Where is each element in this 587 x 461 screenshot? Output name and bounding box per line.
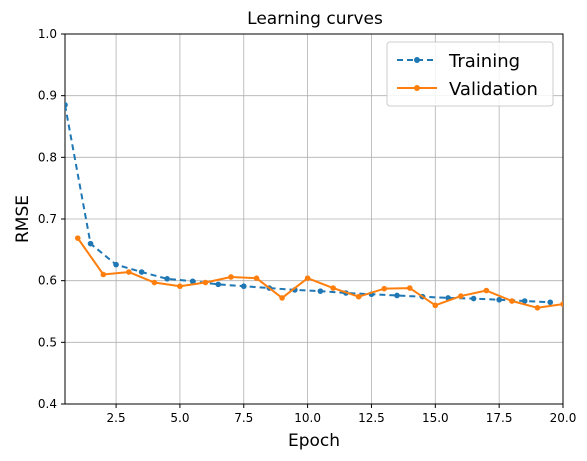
data-point-validation bbox=[534, 305, 541, 311]
data-point-validation bbox=[458, 293, 464, 299]
legend-item-training: Training bbox=[397, 51, 520, 72]
data-point-training bbox=[164, 276, 170, 282]
data-point-validation bbox=[74, 235, 81, 241]
x-tick-label: 20.0 bbox=[550, 411, 577, 425]
y-axis-label: RMSE bbox=[13, 195, 33, 243]
legend-box bbox=[386, 41, 554, 107]
data-point-training bbox=[317, 288, 324, 294]
data-point-training bbox=[521, 298, 528, 304]
y-tick-label: 0.6 bbox=[38, 274, 57, 288]
data-point-validation bbox=[126, 269, 132, 275]
data-point-training bbox=[496, 296, 502, 303]
y-tick-label: 0.9 bbox=[38, 89, 57, 103]
data-point-validation bbox=[406, 285, 413, 291]
data-point-validation bbox=[253, 275, 260, 282]
legend-marker-training bbox=[414, 57, 420, 63]
data-point-training bbox=[65, 102, 68, 108]
x-axis-ticks: 2.5 5.0 7.5 10.0 12.5 15.0 17.5 20.0 bbox=[107, 404, 577, 425]
data-point-validation bbox=[202, 279, 209, 286]
y-tick-label: 0.7 bbox=[38, 212, 57, 226]
data-point-validation bbox=[151, 279, 158, 286]
data-point-training bbox=[470, 295, 477, 302]
data-point-training bbox=[547, 299, 554, 306]
legend-label-validation: Validation bbox=[449, 79, 538, 100]
y-tick-label: 0.5 bbox=[38, 335, 57, 349]
data-point-training bbox=[138, 269, 145, 275]
data-point-validation bbox=[330, 285, 336, 291]
data-point-validation bbox=[177, 283, 183, 290]
data-point-validation bbox=[560, 301, 563, 307]
legend-label-training: Training bbox=[448, 51, 520, 72]
data-point-validation bbox=[228, 274, 234, 280]
x-tick-label: 17.5 bbox=[486, 411, 513, 425]
series-line-validation bbox=[76, 237, 563, 309]
y-tick-label: 0.8 bbox=[38, 150, 57, 164]
data-point-validation bbox=[483, 287, 490, 294]
y-tick-label: 1.0 bbox=[38, 27, 57, 41]
data-point-validation bbox=[381, 285, 388, 292]
data-point-training bbox=[189, 278, 196, 285]
x-tick-label: 7.5 bbox=[234, 411, 253, 425]
data-point-validation bbox=[432, 302, 439, 309]
data-point-training bbox=[215, 281, 222, 288]
y-tick-label: 0.4 bbox=[38, 397, 57, 411]
x-tick-label: 5.0 bbox=[170, 411, 189, 425]
data-point-validation bbox=[100, 271, 107, 278]
series-line-training bbox=[65, 104, 551, 304]
data-point-validation bbox=[279, 295, 285, 301]
legend-item-validation: Validation bbox=[397, 79, 538, 100]
legend-marker-validation bbox=[414, 85, 420, 91]
data-point-training bbox=[87, 240, 94, 247]
data-point-training bbox=[113, 261, 119, 268]
series-validation bbox=[74, 235, 563, 311]
data-point-validation bbox=[304, 275, 311, 282]
x-tick-label: 15.0 bbox=[422, 411, 449, 425]
y-axis-ticks: 0.4 0.5 0.6 0.7 0.8 0.9 1.0 bbox=[38, 27, 65, 411]
data-point-training bbox=[240, 283, 247, 290]
data-point-validation bbox=[509, 298, 515, 304]
data-point-validation bbox=[355, 293, 362, 300]
legend: Training Validation bbox=[386, 41, 554, 107]
x-tick-label: 2.5 bbox=[107, 411, 126, 425]
x-tick-label: 10.0 bbox=[294, 411, 321, 425]
x-tick-label: 12.5 bbox=[358, 411, 385, 425]
chart-title: Learning curves bbox=[247, 9, 383, 29]
series-layer bbox=[65, 102, 563, 311]
x-axis-label: Epoch bbox=[288, 431, 340, 451]
data-point-training bbox=[394, 292, 400, 299]
